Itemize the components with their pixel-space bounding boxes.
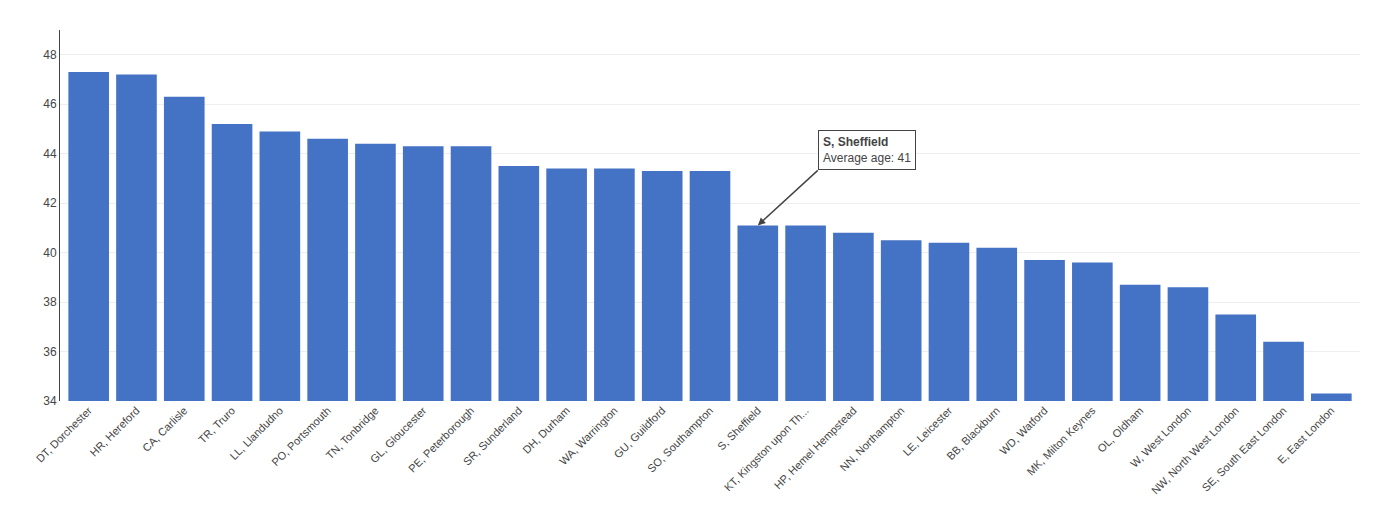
svg-text:SO, Southampton: SO, Southampton — [645, 404, 715, 474]
svg-text:E, East London: E, East London — [1275, 404, 1337, 466]
svg-text:LE, Leicester: LE, Leicester — [900, 404, 954, 458]
svg-text:38: 38 — [43, 295, 57, 309]
svg-text:NW, North West London: NW, North West London — [1149, 404, 1241, 496]
svg-text:WD, Watford: WD, Watford — [997, 404, 1050, 457]
svg-text:46: 46 — [43, 97, 57, 111]
svg-text:DT, Dorchester: DT, Dorchester — [34, 404, 95, 465]
svg-text:TR, Truro: TR, Truro — [196, 404, 237, 445]
svg-text:SE, South East London: SE, South East London — [1199, 404, 1288, 493]
svg-text:GU, Guildford: GU, Guildford — [611, 404, 667, 460]
svg-text:GL, Gloucester: GL, Gloucester — [368, 404, 429, 465]
svg-text:BB, Blackburn: BB, Blackburn — [944, 404, 1002, 462]
svg-text:NN, Northampton: NN, Northampton — [837, 404, 906, 473]
svg-text:SR, Sunderland: SR, Sunderland — [461, 404, 524, 467]
svg-text:W, West London: W, West London — [1128, 404, 1193, 469]
svg-text:48: 48 — [43, 48, 57, 62]
svg-text:34: 34 — [43, 394, 57, 408]
svg-text:HR, Hereford: HR, Hereford — [87, 404, 141, 458]
svg-text:40: 40 — [43, 246, 57, 260]
svg-text:LL, Llandudno: LL, Llandudno — [227, 404, 285, 462]
svg-text:S, SheffieldAverage age: 41: S, SheffieldAverage age: 41 — [823, 135, 911, 165]
svg-text:CA, Carlisle: CA, Carlisle — [140, 404, 190, 454]
svg-text:PO, Portsmouth: PO, Portsmouth — [269, 404, 333, 468]
svg-text:DH, Durham: DH, Durham — [520, 404, 572, 456]
svg-text:WA, Warrington: WA, Warrington — [557, 404, 620, 467]
svg-text:36: 36 — [43, 345, 57, 359]
svg-text:HP, Hemel Hempstead: HP, Hemel Hempstead — [772, 404, 859, 491]
svg-text:MK, Milton Keynes: MK, Milton Keynes — [1024, 404, 1098, 478]
svg-text:S, Sheffield: S, Sheffield — [715, 404, 763, 452]
svg-text:PE, Peterborough: PE, Peterborough — [406, 404, 476, 474]
svg-text:KT, Kingston upon Th...: KT, Kingston upon Th... — [722, 404, 811, 493]
svg-text:TN, Tonbridge: TN, Tonbridge — [324, 404, 381, 461]
svg-text:OL, Oldham: OL, Oldham — [1095, 404, 1145, 454]
svg-text:44: 44 — [43, 147, 57, 161]
svg-text:42: 42 — [43, 196, 57, 210]
